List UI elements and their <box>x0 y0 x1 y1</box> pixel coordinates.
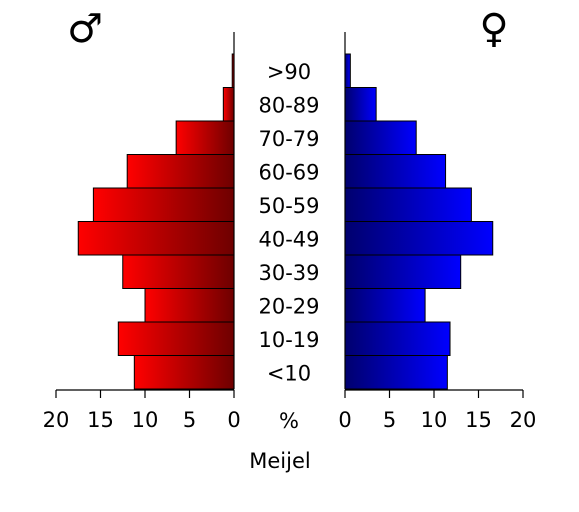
age-label-3: 30-39 <box>258 261 319 285</box>
female-bar-0 <box>344 355 448 390</box>
male-bar-7 <box>175 120 235 155</box>
x-axis-label: Meijel <box>249 449 310 473</box>
male-tick-label-2: 10 <box>132 408 159 432</box>
age-label-9: >90 <box>267 60 311 84</box>
male-bar-1 <box>117 321 235 356</box>
female-bar-4 <box>344 221 494 256</box>
male-bar-3 <box>122 254 235 289</box>
age-group-labels: <10 10-19 20-29 30-39 40-49 50-59 60-69 70-79 80… <box>258 60 319 386</box>
male-x-axis: 0 5 10 15 20 <box>43 389 241 432</box>
female-tick-label-0: 0 <box>338 408 351 432</box>
male-bar-5 <box>92 187 235 222</box>
age-label-8: 80-89 <box>258 93 319 117</box>
age-label-4: 40-49 <box>258 227 319 251</box>
male-tick-label-1: 5 <box>183 408 196 432</box>
age-label-0: <10 <box>267 361 311 385</box>
age-label-6: 60-69 <box>258 160 319 184</box>
female-bar-7 <box>344 120 417 155</box>
female-bar-5 <box>344 187 472 222</box>
female-bars <box>344 53 494 390</box>
female-bar-3 <box>344 254 462 289</box>
female-tick-label-1: 5 <box>383 408 396 432</box>
female-tick-label-4: 20 <box>510 408 537 432</box>
female-bar-2 <box>344 288 426 323</box>
male-bar-0 <box>133 355 235 390</box>
male-symbol: ♂ <box>67 6 103 52</box>
male-bar-4 <box>77 221 235 256</box>
age-label-2: 20-29 <box>258 294 319 318</box>
male-tick-label-0: 0 <box>227 408 240 432</box>
age-label-7: 70-79 <box>258 127 319 151</box>
male-tick-label-4: 20 <box>43 408 70 432</box>
female-tick-label-3: 15 <box>465 408 492 432</box>
age-label-5: 50-59 <box>258 194 319 218</box>
male-bar-6 <box>126 154 235 189</box>
male-bar-2 <box>144 288 235 323</box>
female-tick-label-2: 10 <box>421 408 448 432</box>
female-symbol: ♀ <box>479 6 508 52</box>
male-bar-8 <box>222 87 235 122</box>
male-bars <box>77 53 235 390</box>
female-x-axis: 0 5 10 15 20 <box>338 389 537 432</box>
female-bar-1 <box>344 321 451 356</box>
age-label-1: 10-19 <box>258 328 319 352</box>
female-bar-9 <box>344 53 351 88</box>
female-bar-8 <box>344 87 377 122</box>
female-bar-6 <box>344 154 447 189</box>
male-tick-label-3: 15 <box>87 408 114 432</box>
unit-label: % <box>279 409 299 433</box>
